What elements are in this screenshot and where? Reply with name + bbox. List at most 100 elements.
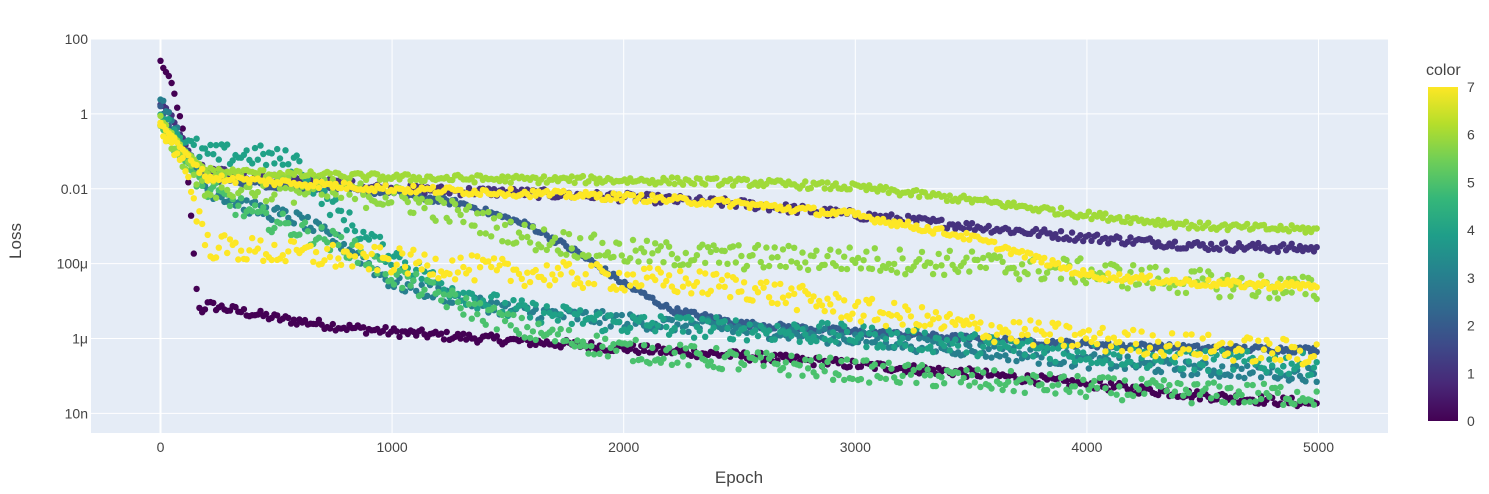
data-point bbox=[715, 259, 723, 266]
data-point bbox=[574, 275, 581, 282]
data-point bbox=[1185, 346, 1193, 353]
data-point bbox=[721, 317, 728, 325]
data-point bbox=[793, 306, 801, 314]
data-point bbox=[607, 312, 614, 319]
data-point bbox=[1035, 253, 1042, 261]
data-point bbox=[1299, 273, 1307, 280]
data-point bbox=[829, 376, 837, 383]
data-point bbox=[201, 241, 209, 249]
data-point bbox=[337, 184, 345, 192]
data-point bbox=[1018, 261, 1026, 268]
data-point bbox=[435, 275, 442, 282]
data-point bbox=[660, 259, 667, 266]
data-point bbox=[963, 254, 970, 261]
data-point bbox=[663, 277, 670, 285]
data-point bbox=[799, 282, 806, 290]
data-point bbox=[176, 113, 184, 120]
data-point bbox=[257, 307, 264, 315]
data-point bbox=[515, 330, 523, 338]
data-point bbox=[910, 327, 917, 334]
data-point bbox=[1224, 350, 1231, 357]
data-point bbox=[524, 323, 531, 331]
data-point bbox=[602, 326, 609, 334]
data-point bbox=[210, 166, 217, 174]
data-point bbox=[471, 300, 478, 308]
data-point bbox=[1105, 374, 1112, 381]
data-point bbox=[602, 335, 609, 342]
data-point bbox=[615, 318, 623, 325]
data-point bbox=[646, 264, 653, 272]
data-point bbox=[1227, 384, 1234, 391]
data-point bbox=[1038, 381, 1045, 388]
data-point bbox=[1196, 266, 1204, 274]
data-point bbox=[1066, 263, 1073, 271]
data-point bbox=[543, 262, 550, 269]
data-point bbox=[1191, 268, 1198, 275]
data-point bbox=[1105, 270, 1112, 277]
data-point bbox=[1088, 382, 1095, 389]
data-point bbox=[496, 262, 503, 269]
data-point bbox=[713, 344, 720, 352]
data-point bbox=[868, 265, 876, 273]
data-point bbox=[551, 234, 559, 241]
data-point bbox=[788, 285, 795, 292]
data-point bbox=[446, 218, 453, 225]
x-axis-title: Epoch bbox=[715, 468, 763, 487]
data-point bbox=[190, 195, 197, 202]
data-point bbox=[1280, 241, 1287, 248]
data-point bbox=[1130, 392, 1137, 400]
data-point bbox=[332, 263, 339, 270]
data-point bbox=[735, 366, 742, 373]
data-point bbox=[1096, 209, 1104, 217]
data-point bbox=[702, 357, 709, 364]
data-point bbox=[924, 366, 931, 373]
data-point bbox=[1132, 340, 1140, 348]
data-point bbox=[660, 315, 667, 323]
data-point bbox=[774, 322, 781, 330]
data-point bbox=[640, 265, 648, 272]
data-point bbox=[243, 197, 250, 204]
data-point bbox=[1221, 239, 1229, 246]
data-point bbox=[465, 184, 473, 192]
data-point bbox=[738, 288, 745, 295]
data-point bbox=[443, 303, 450, 311]
data-point bbox=[791, 290, 798, 298]
data-point bbox=[262, 209, 270, 216]
data-point bbox=[971, 379, 978, 386]
data-point bbox=[754, 241, 762, 249]
data-point bbox=[460, 330, 467, 337]
data-point bbox=[793, 259, 801, 267]
data-point bbox=[654, 343, 662, 350]
data-point bbox=[874, 188, 881, 195]
data-point bbox=[1116, 383, 1123, 390]
data-point bbox=[1182, 218, 1190, 225]
data-point bbox=[896, 314, 903, 322]
data-point bbox=[690, 334, 698, 341]
data-point bbox=[1085, 231, 1093, 239]
data-point bbox=[743, 262, 751, 270]
colorbar-tick-label: 0 bbox=[1467, 413, 1475, 429]
data-point bbox=[932, 309, 940, 316]
data-point bbox=[1255, 288, 1262, 296]
data-point bbox=[1080, 376, 1087, 383]
data-point bbox=[540, 226, 548, 233]
data-point bbox=[577, 235, 584, 242]
data-point bbox=[321, 257, 328, 264]
data-point bbox=[1302, 290, 1309, 298]
data-point bbox=[863, 248, 870, 255]
data-point bbox=[1057, 336, 1065, 343]
data-point bbox=[160, 133, 167, 140]
data-point bbox=[866, 330, 873, 337]
data-point bbox=[343, 227, 350, 234]
data-point bbox=[1277, 369, 1284, 376]
data-point bbox=[829, 308, 837, 315]
data-point bbox=[996, 253, 1003, 260]
data-point bbox=[407, 282, 414, 289]
data-point bbox=[1018, 331, 1026, 338]
data-point bbox=[260, 167, 267, 174]
data-point bbox=[690, 180, 698, 188]
data-point bbox=[888, 266, 895, 274]
data-point bbox=[529, 328, 537, 335]
data-point bbox=[966, 382, 973, 389]
x-tick-label: 3000 bbox=[840, 439, 871, 455]
